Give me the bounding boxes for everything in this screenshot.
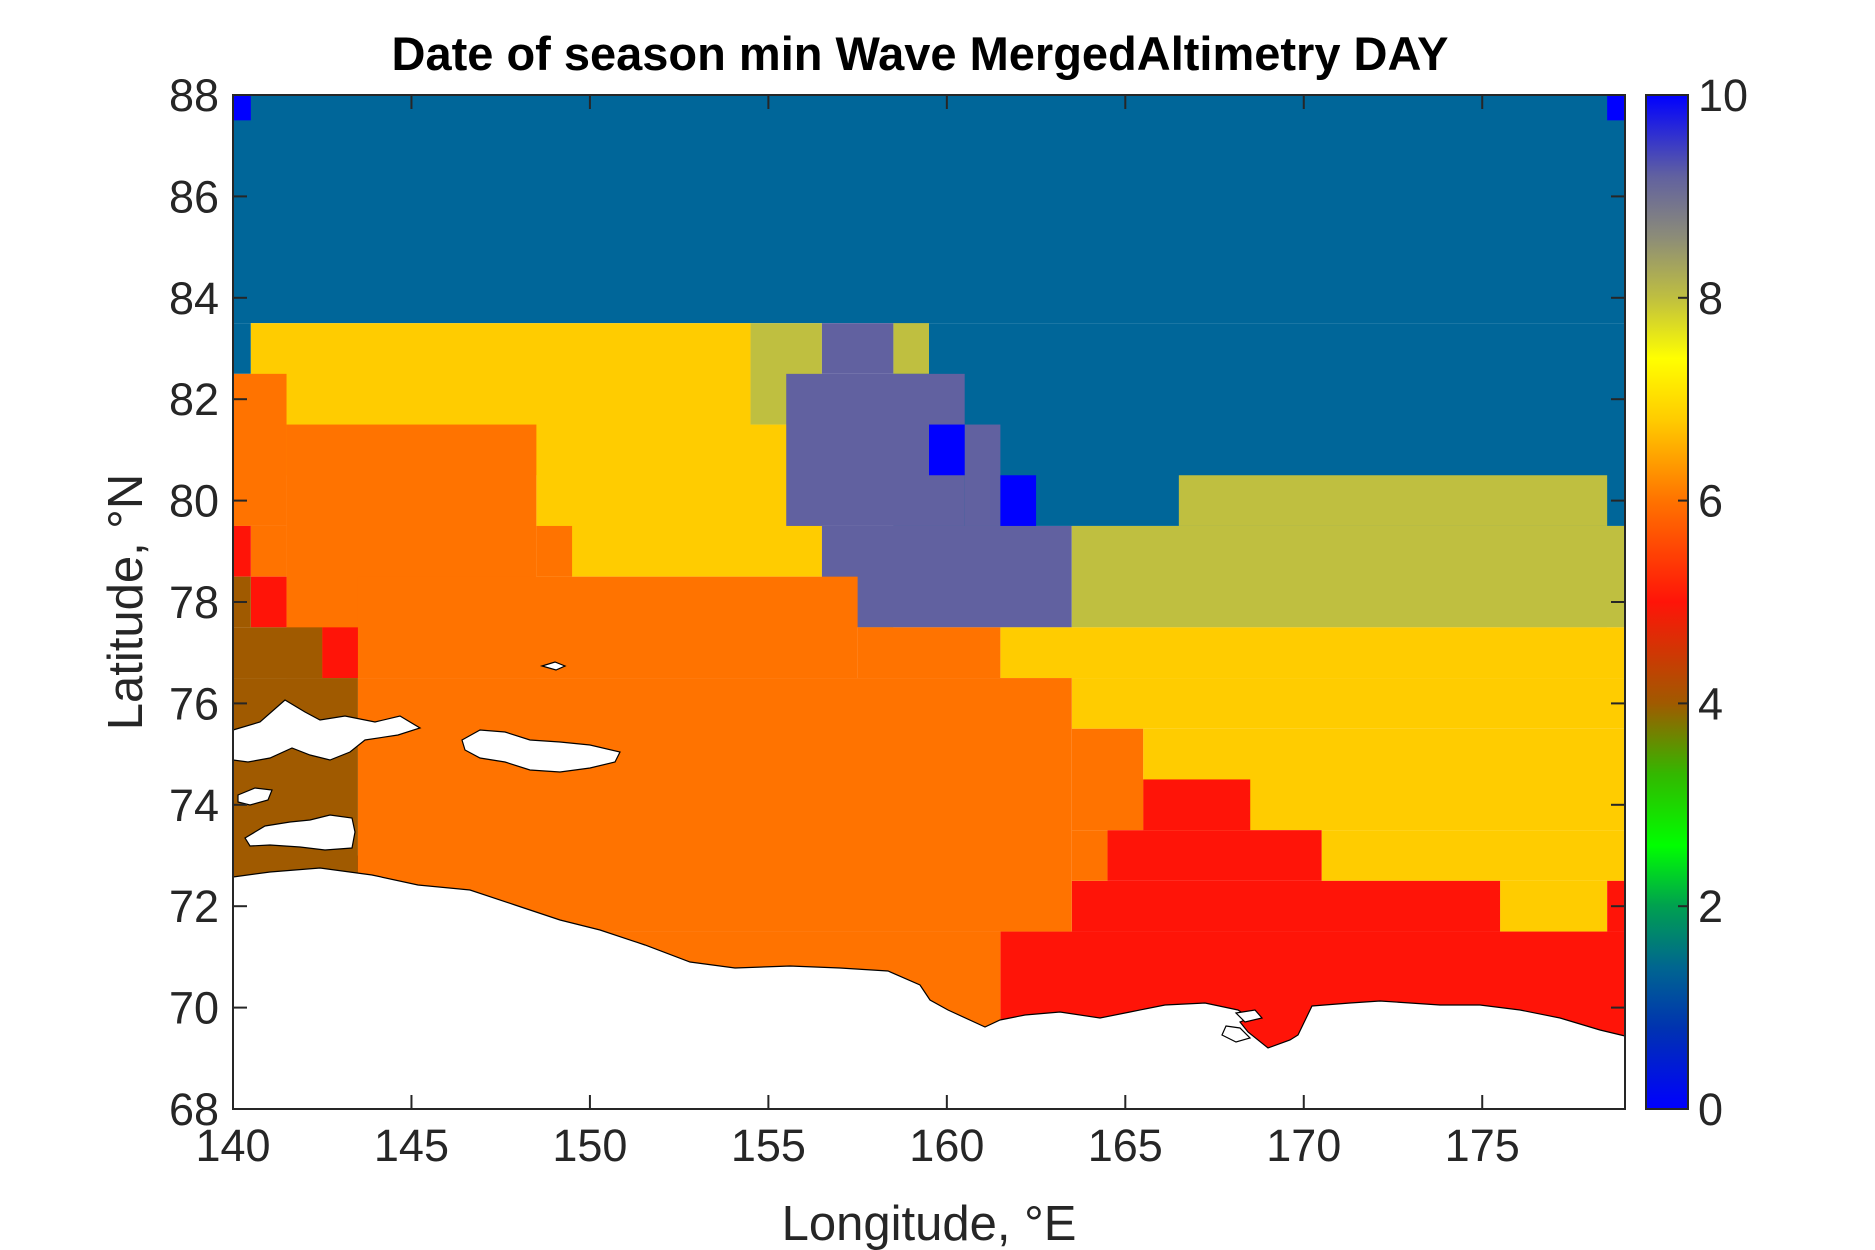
heatmap-cell-26 bbox=[233, 373, 287, 526]
y-tick-label: 86 bbox=[169, 171, 219, 222]
heatmap-cell-40 bbox=[233, 627, 323, 679]
heatmap-cell-32 bbox=[1071, 728, 1144, 831]
colorbar-tick-label: 0 bbox=[1698, 1084, 1723, 1135]
y-axis-label: Latitude, °N bbox=[99, 474, 153, 731]
colorbar: 0 2 4 6 8 10 bbox=[1645, 70, 1748, 1135]
x-tick-label: 140 bbox=[195, 1120, 270, 1171]
colorbar-gradient bbox=[1646, 95, 1688, 1109]
x-axis-label: Longitude, °E bbox=[782, 1197, 1077, 1250]
colorbar-tick-label: 4 bbox=[1698, 678, 1723, 729]
heatmap-cell-22 bbox=[1071, 880, 1501, 932]
x-tick-label: 155 bbox=[731, 1120, 806, 1171]
heatmap-cell-19 bbox=[1500, 880, 1608, 932]
colorbar-tick-label: 6 bbox=[1698, 476, 1723, 527]
x-tick-label: 145 bbox=[374, 1120, 449, 1171]
heatmap-cell-44 bbox=[929, 424, 965, 476]
y-tick-label: 76 bbox=[169, 678, 219, 729]
heatmap-cell-10 bbox=[821, 525, 1072, 628]
heatmap-cell-37 bbox=[322, 627, 358, 679]
x-tick-label: 175 bbox=[1445, 1120, 1520, 1171]
y-tick-label: 68 bbox=[169, 1084, 219, 1135]
y-tick-label: 88 bbox=[169, 70, 219, 121]
heatmap-cell-33 bbox=[1071, 830, 1108, 881]
x-tick-label: 150 bbox=[552, 1120, 627, 1171]
heatmap-cell-16 bbox=[1071, 678, 1625, 729]
bennett-island bbox=[539, 661, 567, 671]
small-lyakhovsky bbox=[237, 787, 273, 806]
heatmap-cell-29 bbox=[357, 576, 858, 679]
plot-area: 140 145 150 155 160 165 170 175 68 70 72 74 76 78 80 8… bbox=[169, 70, 1626, 1171]
heatmap-cell-18 bbox=[1321, 830, 1625, 881]
heatmap-cell-15 bbox=[1000, 627, 1625, 679]
heatmap-cell-8 bbox=[821, 323, 894, 374]
colorbar-ticks: 0 2 4 6 8 10 bbox=[1678, 70, 1748, 1135]
y-tick-label: 74 bbox=[169, 780, 219, 831]
colorbar-tick-label: 2 bbox=[1698, 881, 1723, 932]
x-tick-label: 165 bbox=[1088, 1120, 1163, 1171]
colorbar-tick-label: 8 bbox=[1698, 273, 1723, 324]
heatmap-cell-21 bbox=[1107, 830, 1322, 881]
y-tick-label: 72 bbox=[169, 881, 219, 932]
y-tick-label: 84 bbox=[169, 273, 219, 324]
x-tick-label: 170 bbox=[1266, 1120, 1341, 1171]
heatmap-cell-0 bbox=[233, 95, 1625, 324]
heatmap-cell-31 bbox=[357, 678, 1072, 932]
kotelny-island bbox=[232, 699, 422, 763]
heatmap-cell-20 bbox=[1143, 779, 1251, 831]
heatmap-cell-43 bbox=[1607, 95, 1625, 121]
heatmap-cell-35 bbox=[233, 525, 251, 577]
chart-title: Date of season min Wave MergedAltimetry … bbox=[392, 27, 1449, 80]
land-mask bbox=[232, 661, 1626, 1110]
heatmap-cell-2 bbox=[233, 323, 251, 374]
mainland-coast bbox=[232, 867, 1626, 1110]
y-tick-label: 70 bbox=[169, 983, 219, 1034]
heatmap-cell-28 bbox=[536, 525, 573, 577]
heatmap-cell-36 bbox=[250, 576, 287, 628]
x-tick-label: 160 bbox=[909, 1120, 984, 1171]
x-axis-ticks: 140 145 150 155 160 165 170 175 bbox=[195, 95, 1520, 1171]
bear-islands bbox=[1234, 1009, 1264, 1023]
colorbar-frame bbox=[1645, 94, 1689, 1110]
heatmap-cell-42 bbox=[233, 95, 251, 121]
heatmap-cell-12 bbox=[1071, 525, 1625, 628]
heatmap-cell-27 bbox=[250, 525, 287, 577]
heatmap-cell-30 bbox=[857, 627, 1001, 679]
colorbar-tick-label: 10 bbox=[1698, 70, 1748, 121]
bolshoy-lyakhovsky bbox=[244, 814, 356, 851]
heatmap-cell-7 bbox=[893, 323, 929, 374]
new-siberia-island bbox=[461, 729, 621, 773]
heatmap-cell-4 bbox=[536, 424, 822, 577]
y-tick-label: 78 bbox=[169, 577, 219, 628]
heatmap-cell-13 bbox=[1178, 475, 1608, 526]
heatmap-cell-11 bbox=[964, 424, 1001, 526]
heatmap-cell-45 bbox=[1000, 475, 1037, 526]
y-axis-ticks: 68 70 72 74 76 78 80 82 84 86 88 bbox=[169, 70, 1625, 1135]
y-tick-label: 82 bbox=[169, 374, 219, 425]
ayon-island bbox=[1221, 1025, 1252, 1043]
y-tick-label: 80 bbox=[169, 476, 219, 527]
